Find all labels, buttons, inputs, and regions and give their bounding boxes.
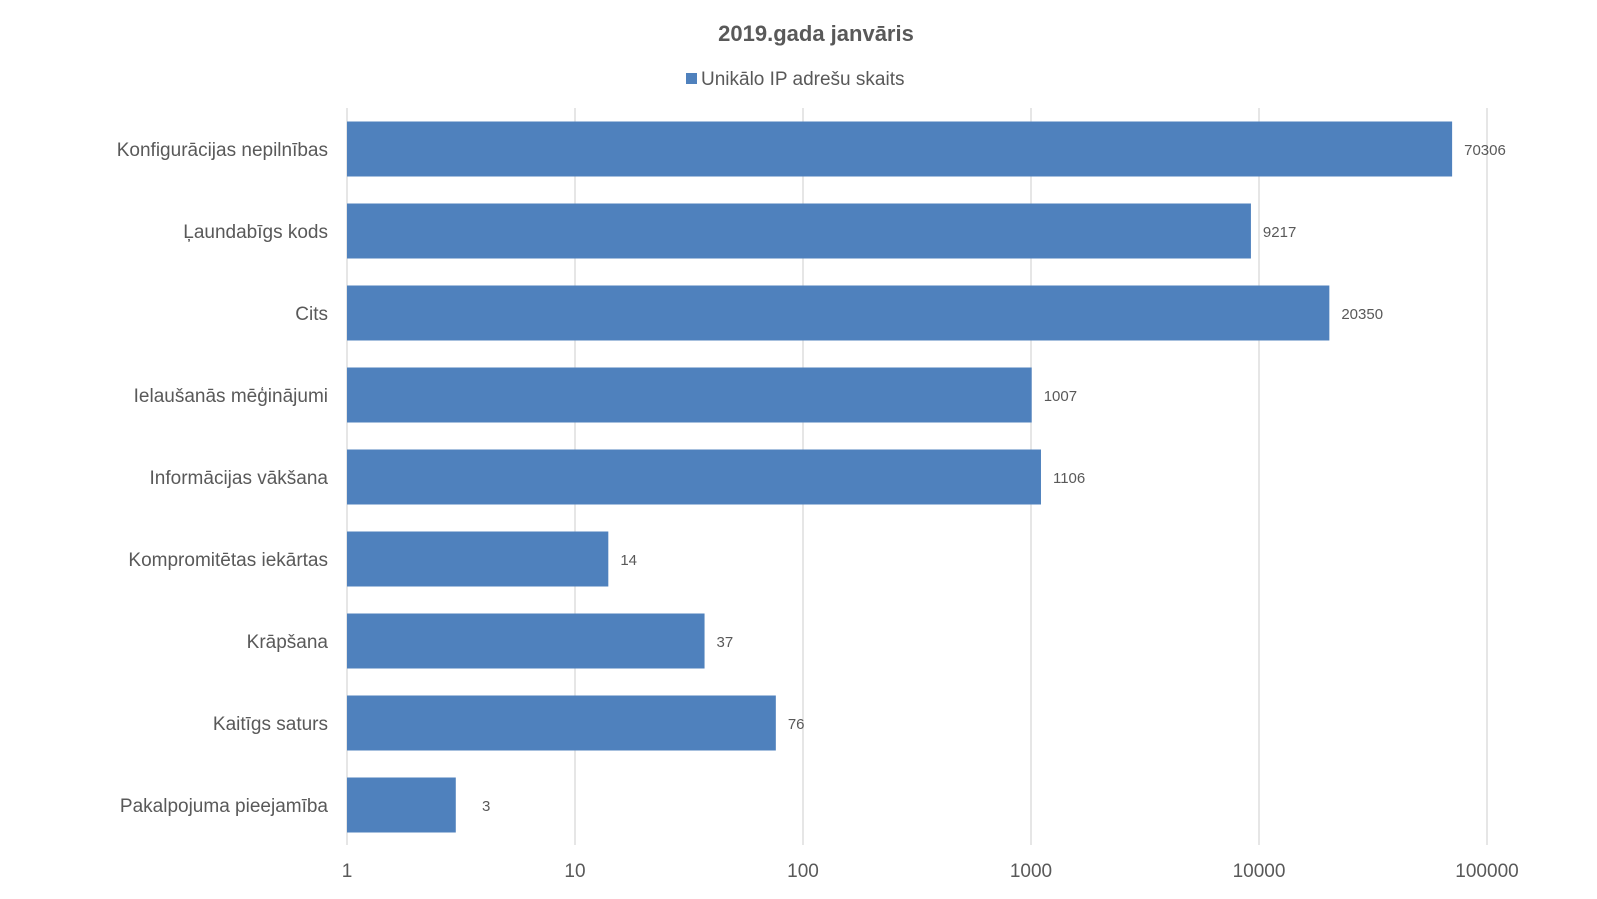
bar [347, 367, 1032, 423]
data-label: 70306 [1464, 142, 1506, 159]
x-tick-label: 10 [564, 861, 585, 882]
bars [347, 121, 1453, 833]
category-label: Ļaundabīgs kods [183, 222, 328, 243]
category-label: Krāpšana [247, 632, 329, 653]
x-tick-label: 10000 [1233, 861, 1286, 882]
data-label: 1106 [1053, 470, 1085, 487]
data-label: 9217 [1263, 224, 1296, 241]
category-label: Kaitīgs saturs [213, 714, 328, 735]
category-label: Konfigurācijas nepilnības [117, 140, 328, 161]
category-label: Cits [295, 304, 328, 325]
x-tick-label: 100000 [1455, 861, 1518, 882]
category-axis-labels: Konfigurācijas nepilnības Ļaundabīgs kods… [117, 140, 329, 817]
legend-swatch [686, 73, 697, 84]
bar [347, 449, 1041, 505]
data-label: 37 [717, 634, 734, 651]
data-label: 3 [482, 798, 490, 815]
bar [347, 531, 609, 587]
bar [347, 613, 705, 669]
legend-label: Unikālo IP adrešu skaits [701, 69, 904, 90]
category-label: Kompromitētas iekārtas [128, 550, 328, 571]
data-labels: 70306 9217 20350 1007 1106 14 37 76 3 [482, 142, 1506, 815]
data-label: 1007 [1044, 388, 1077, 405]
bar [347, 121, 1453, 177]
chart-title: 2019.gada janvāris [718, 21, 914, 46]
bar [347, 203, 1251, 259]
bar [347, 695, 776, 751]
x-tick-label: 1 [342, 861, 353, 882]
data-label: 76 [788, 716, 805, 733]
category-label: Ielaušanās mēģinājumi [134, 386, 328, 407]
data-label: 14 [620, 552, 637, 569]
legend: Unikālo IP adrešu skaits [686, 69, 904, 90]
value-axis-tick-labels: 1 10 100 1000 10000 100000 [342, 861, 1519, 882]
category-label: Informācijas vākšana [150, 468, 329, 489]
x-tick-label: 1000 [1010, 861, 1052, 882]
data-label: 20350 [1341, 306, 1383, 323]
x-tick-label: 100 [787, 861, 819, 882]
bar [347, 777, 456, 833]
bar [347, 285, 1330, 341]
category-label: Pakalpojuma pieejamība [120, 796, 329, 817]
